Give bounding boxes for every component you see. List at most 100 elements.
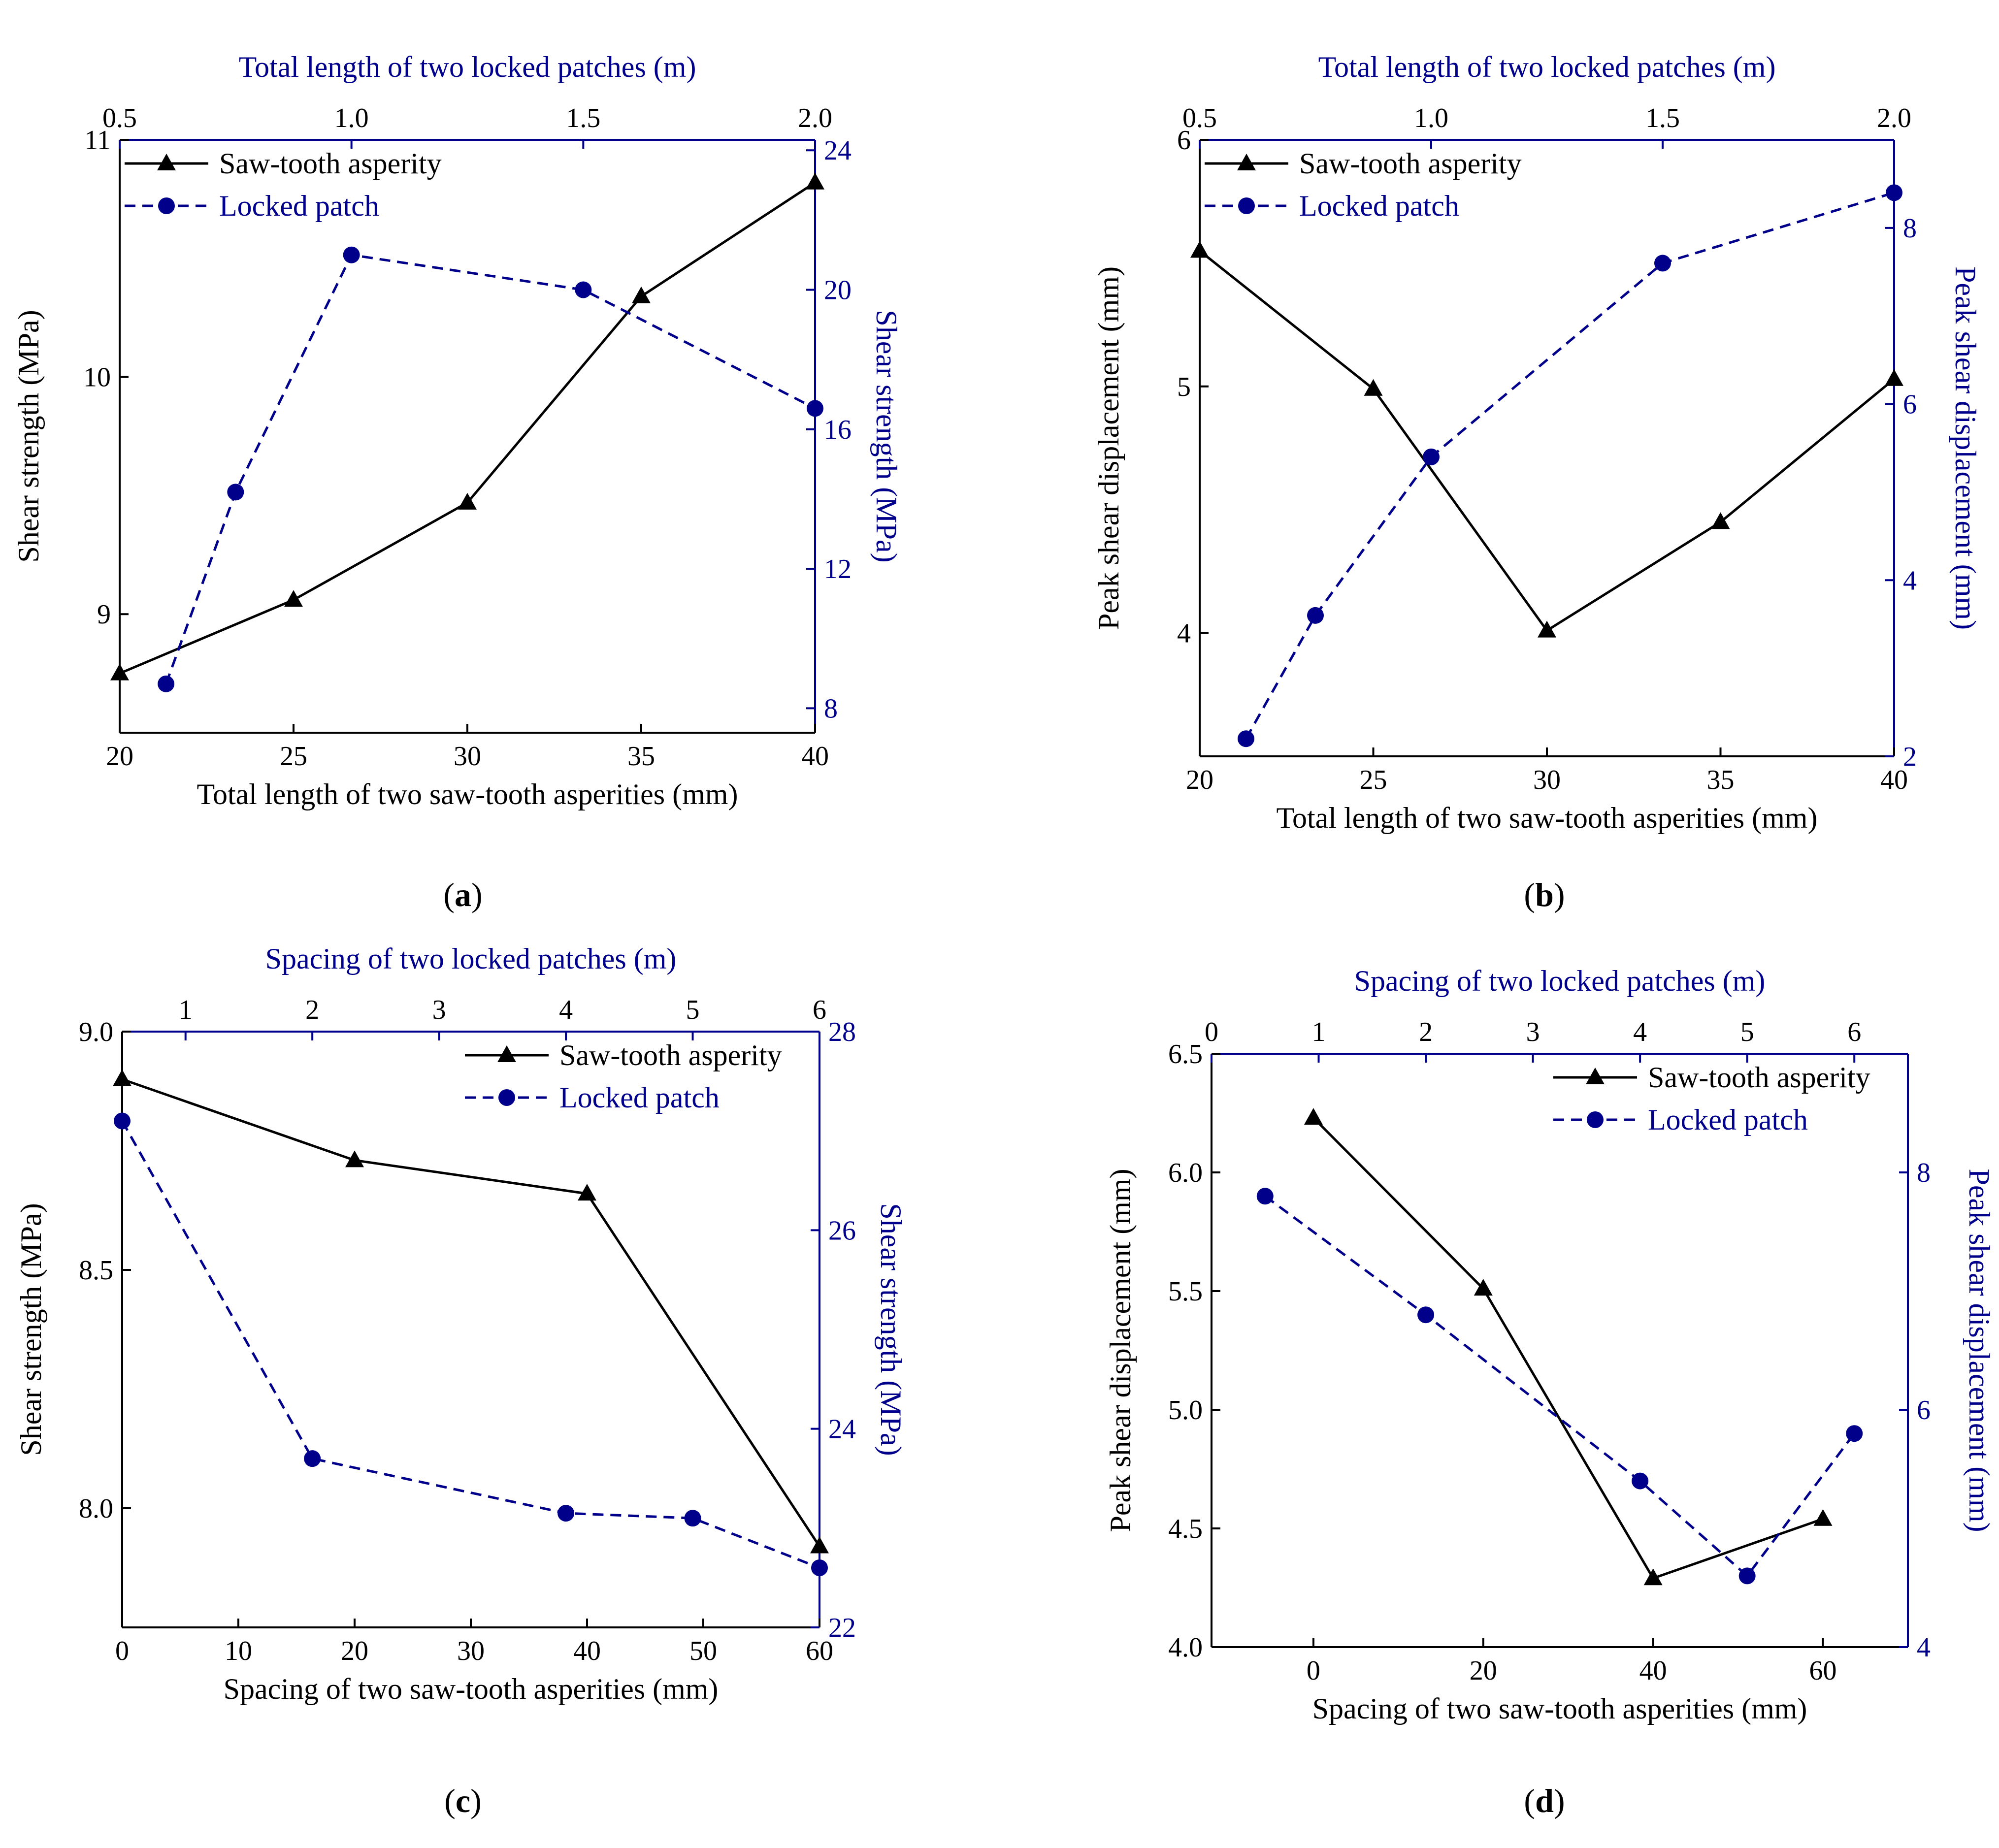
legend-label: Saw-tooth asperity <box>219 147 442 180</box>
data-point-circle <box>1738 1567 1756 1585</box>
y-tick-label: 9 <box>97 599 111 630</box>
y2-tick-label: 2 <box>1903 742 1917 772</box>
data-point-circle <box>1886 184 1902 201</box>
x-tick-label: 0 <box>1307 1655 1320 1686</box>
x-axis-title: Spacing of two saw-tooth asperities (mm) <box>224 1673 719 1705</box>
x2-tick-label: 3 <box>432 995 446 1025</box>
panel-caption: (a) <box>443 876 482 913</box>
y-axis-title: Peak shear displacement (mm) <box>1104 1168 1137 1532</box>
data-point-triangle <box>113 1069 131 1086</box>
y-tick-label: 8.0 <box>79 1493 113 1524</box>
legend-marker-triangle <box>157 154 176 170</box>
legend-marker-circle <box>1587 1111 1604 1128</box>
y2-tick-label: 22 <box>828 1613 856 1643</box>
y2-tick-label: 6 <box>1917 1395 1931 1426</box>
x-tick-label: 30 <box>457 1636 485 1666</box>
legend-label: Locked patch <box>219 190 379 222</box>
x2-tick-label: 5 <box>1740 1017 1754 1047</box>
x2-tick-label: 5 <box>686 995 700 1025</box>
series-line-saw-tooth-asperity <box>122 1078 821 1547</box>
x2-tick-label: 6 <box>813 995 826 1025</box>
data-point-triangle <box>1813 1509 1833 1526</box>
y2-tick-label: 16 <box>824 415 852 445</box>
data-point-triangle <box>284 590 303 607</box>
x-tick-label: 25 <box>280 741 307 772</box>
y2-axis-title: Peak shear displacement (mm) <box>1963 1168 1996 1532</box>
y-tick-label: 6.0 <box>1168 1158 1203 1188</box>
x-tick-label: 40 <box>573 1636 601 1666</box>
legend-marker-circle <box>498 1089 515 1106</box>
data-point-triangle <box>806 172 824 190</box>
x-tick-label: 25 <box>1360 765 1387 795</box>
legend-label: Locked patch <box>559 1081 720 1114</box>
x2-tick-label: 1 <box>1312 1017 1326 1047</box>
x2-tick-label: 1 <box>179 995 193 1025</box>
x-tick-label: 20 <box>1470 1655 1497 1686</box>
x-tick-label: 40 <box>1639 1655 1667 1686</box>
y2-tick-label: 8 <box>1903 213 1917 244</box>
legend-marker-circle <box>1238 197 1255 214</box>
x-tick-label: 35 <box>627 741 655 772</box>
panel-caption-letter: a <box>455 876 471 913</box>
y-tick-label: 6.5 <box>1168 1039 1203 1070</box>
y2-tick-label: 12 <box>824 554 852 584</box>
data-point-triangle <box>1538 620 1556 638</box>
legend-label: Saw-tooth asperity <box>1299 147 1522 180</box>
x2-axis-title: Spacing of two locked patches (m) <box>1354 965 1766 997</box>
x2-tick-label: 0.5 <box>1182 103 1217 133</box>
x-tick-label: 50 <box>689 1636 717 1666</box>
data-point-circle <box>1846 1425 1863 1442</box>
y2-tick-label: 4 <box>1903 565 1917 596</box>
x-tick-label: 20 <box>1186 765 1213 795</box>
data-point-circle <box>557 1505 575 1522</box>
y-tick-label: 10 <box>83 362 111 393</box>
data-point-circle <box>575 281 592 298</box>
y-axis-title: Peak shear displacement (mm) <box>1092 266 1125 630</box>
x2-tick-label: 0 <box>1205 1017 1218 1047</box>
data-point-circle <box>1238 730 1254 747</box>
y2-tick-label: 20 <box>824 275 852 306</box>
y2-tick-label: 8 <box>1917 1158 1931 1188</box>
x2-tick-label: 6 <box>1847 1017 1861 1047</box>
x-axis-title: Total length of two saw-tooth asperities… <box>1277 802 1818 834</box>
y-tick-label: 4.5 <box>1168 1514 1203 1544</box>
x-axis-title: Spacing of two saw-tooth asperities (mm) <box>1312 1692 1807 1725</box>
data-point-triangle <box>458 492 477 510</box>
data-point-triangle <box>1885 369 1903 386</box>
data-point-triangle <box>345 1150 364 1167</box>
x2-tick-label: 2.0 <box>798 103 832 133</box>
data-point-triangle <box>1643 1568 1663 1586</box>
series-line-saw-tooth-asperity <box>1312 1117 1824 1580</box>
x2-tick-label: 1.0 <box>1414 103 1448 133</box>
x2-axis-title: Total length of two locked patches (m) <box>239 51 696 83</box>
data-point-triangle <box>1711 512 1730 529</box>
y2-tick-label: 24 <box>828 1414 856 1445</box>
data-point-triangle <box>110 663 129 681</box>
x2-axis-title: Total length of two locked patches (m) <box>1318 51 1776 83</box>
data-point-triangle <box>1304 1108 1323 1125</box>
data-point-circle <box>1654 255 1671 272</box>
legend-marker-triangle <box>1237 154 1256 170</box>
chart-panel-a: 20 25 30 35 40 0.5 1.0 1.5 2.0 9 10 11 8 12 16 20 24 Tota… <box>12 51 903 913</box>
data-point-circle <box>158 675 175 692</box>
legend-label: Locked patch <box>1299 190 1459 222</box>
x2-tick-label: 2 <box>1419 1017 1433 1047</box>
data-point-circle <box>1417 1306 1435 1324</box>
y-tick-label: 8.5 <box>79 1255 113 1286</box>
legend-label: Saw-tooth asperity <box>1648 1061 1870 1094</box>
x-tick-label: 35 <box>1707 765 1735 795</box>
data-point-triangle <box>810 1536 829 1554</box>
y2-axis-title: Shear strength (MPa) <box>870 310 903 562</box>
y2-tick-label: 4 <box>1917 1632 1931 1663</box>
data-point-circle <box>1632 1472 1649 1490</box>
x-tick-label: 40 <box>801 741 829 772</box>
legend-label: Saw-tooth asperity <box>559 1039 782 1071</box>
chart-panel-b: 20 25 30 35 40 0.5 1.0 1.5 2.0 4 5 6 2 4 6 8 Total lengt… <box>1092 51 1982 913</box>
y-tick-label: 9.0 <box>79 1017 113 1047</box>
legend-marker-triangle <box>1586 1068 1605 1084</box>
x-tick-label: 0 <box>115 1636 129 1666</box>
x2-tick-label: 3 <box>1526 1017 1540 1047</box>
data-point-triangle <box>632 286 651 303</box>
data-point-circle <box>114 1112 131 1130</box>
